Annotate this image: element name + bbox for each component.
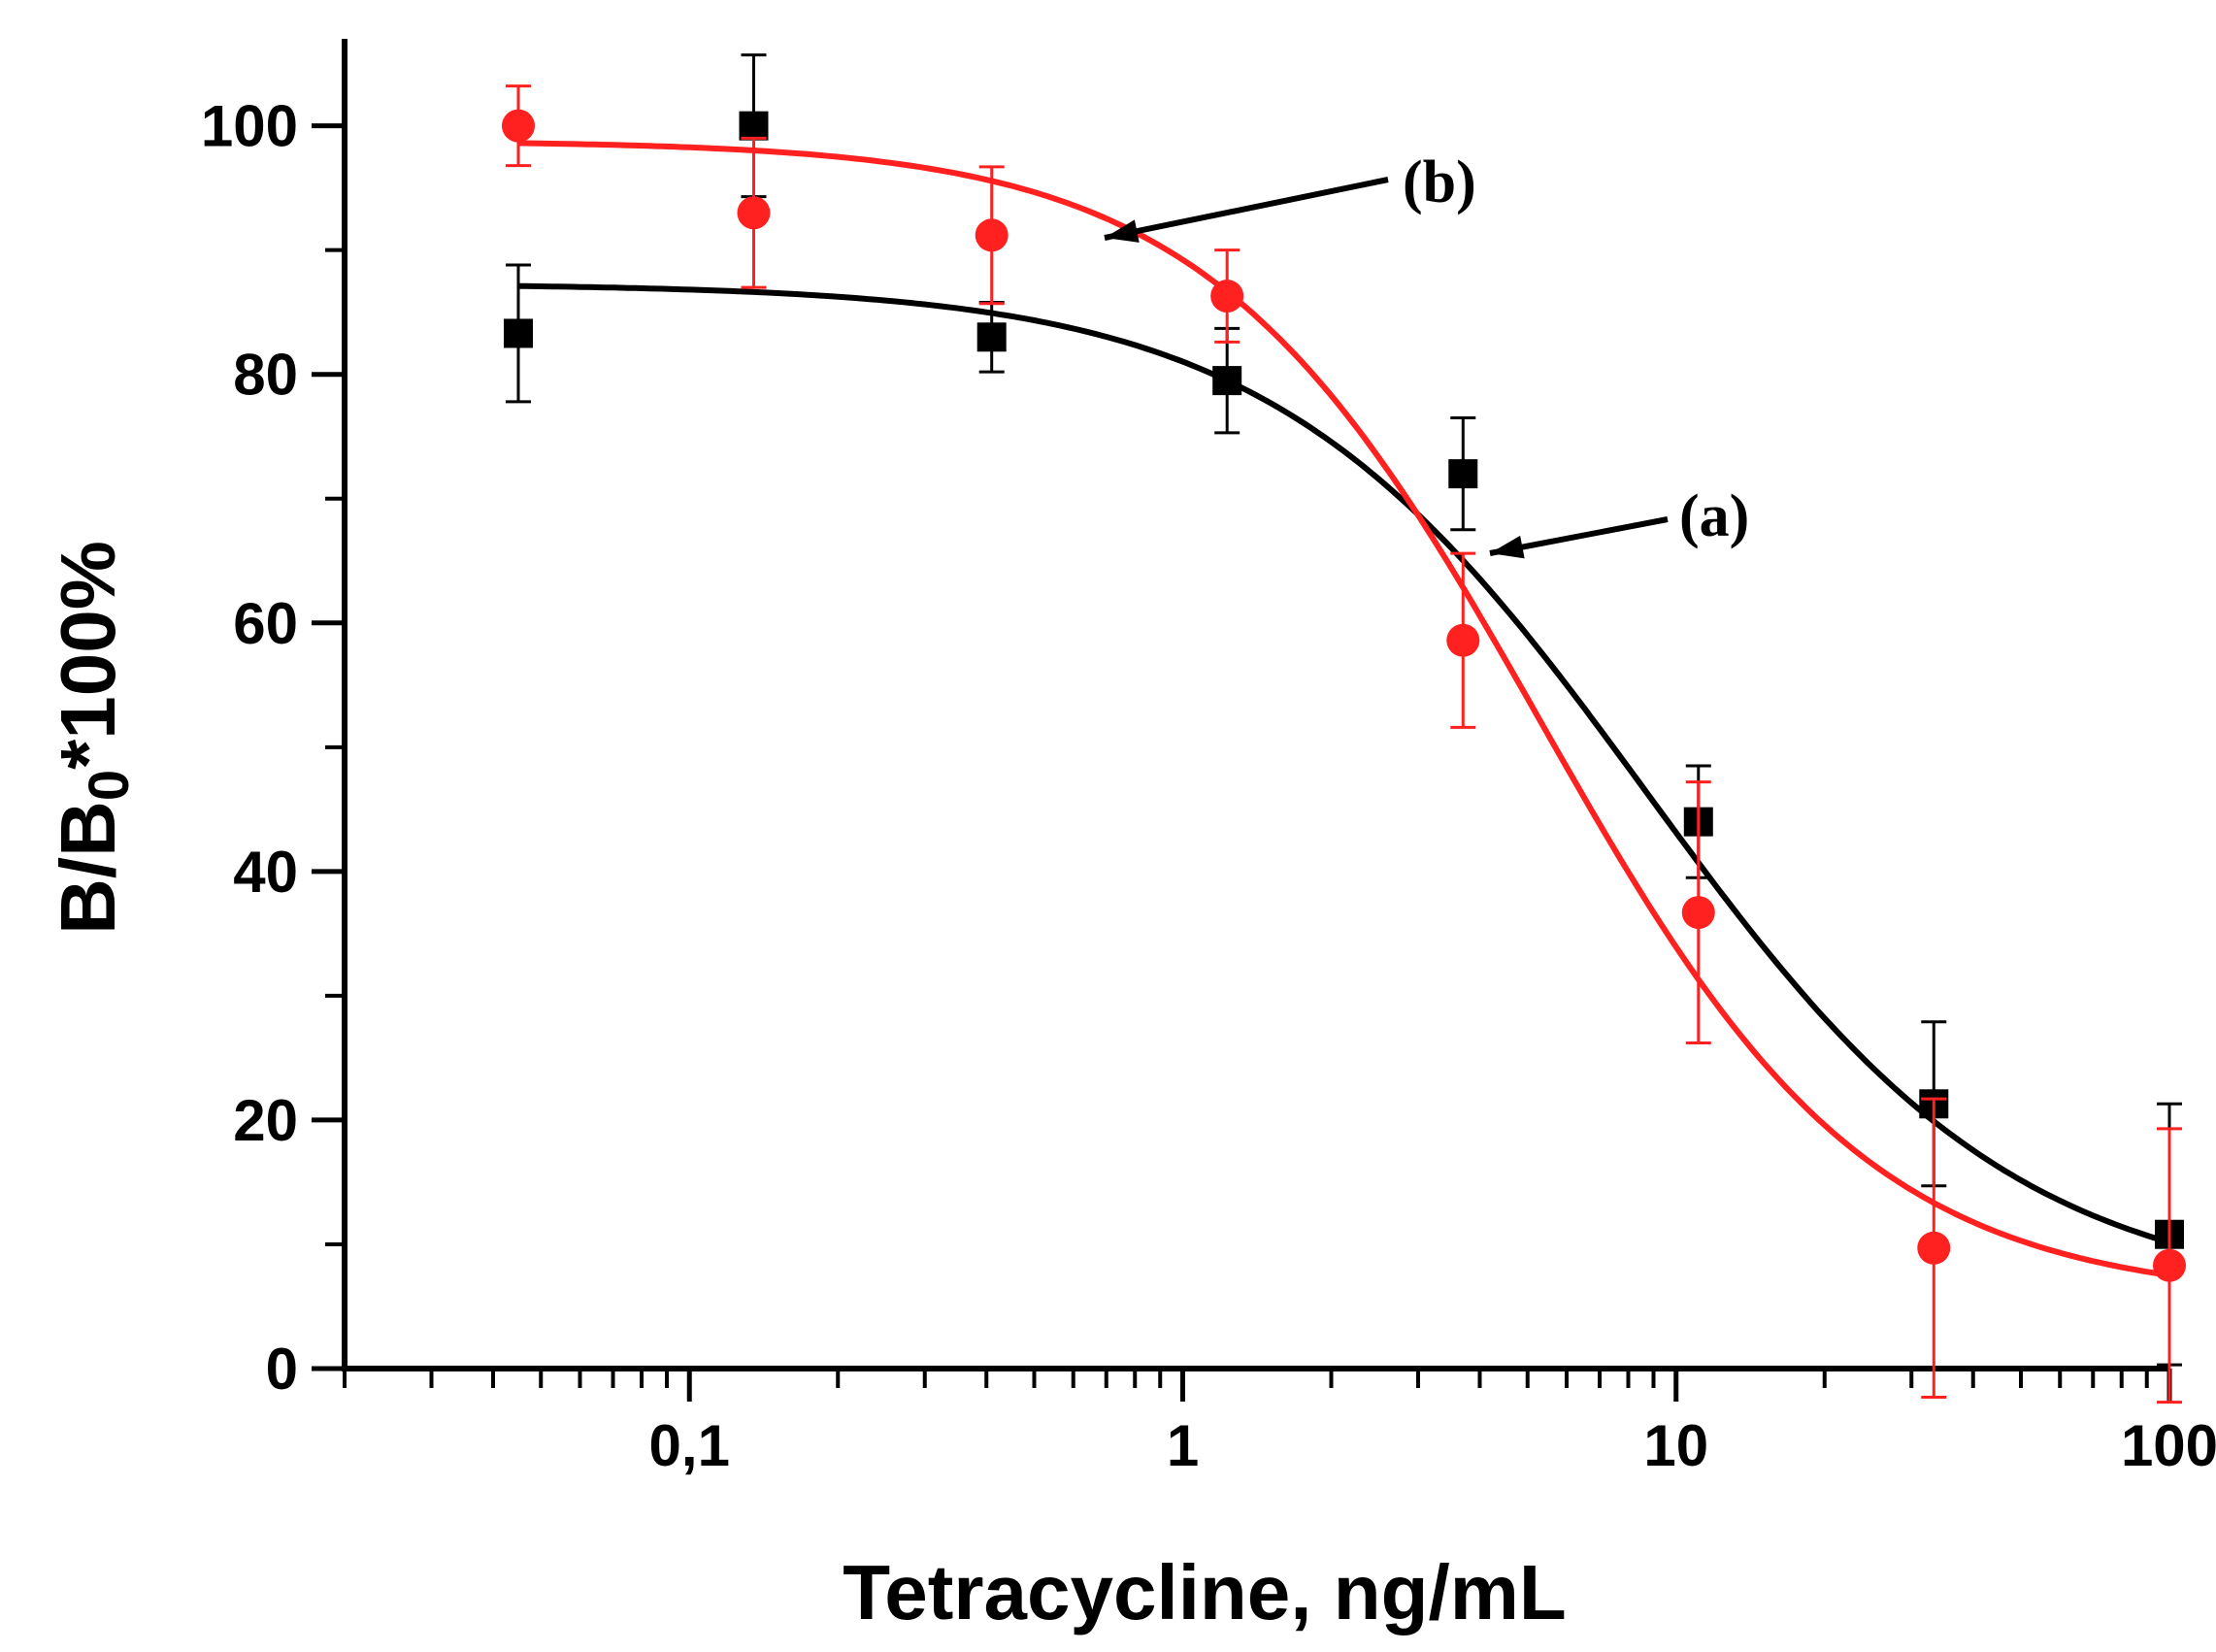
point-a: [739, 111, 769, 141]
point-b: [501, 109, 535, 143]
y-tick-label: 40: [233, 840, 298, 905]
axes: 0 20 40 60 80 100 0,1 1 10 100: [201, 39, 2216, 1478]
x-axis-title: Tetracycline, ng/mL: [843, 1549, 1566, 1635]
fit-curves: [517, 140, 2170, 1278]
y-tick-label: 0: [266, 1337, 298, 1402]
point-b: [1210, 280, 1244, 314]
x-tick-label: 0,1: [649, 1413, 730, 1478]
y-axis-title-suffix: *100%: [45, 541, 131, 770]
point-b: [1446, 623, 1480, 657]
annotation-a-arrow-head: [1490, 535, 1525, 559]
data-points: [501, 53, 2186, 1404]
point-b: [975, 218, 1009, 252]
y-axis-title-subscript: 0: [78, 770, 141, 801]
annotation-a: (a): [1679, 483, 1749, 549]
y-axis-title-main: B/B: [45, 801, 131, 935]
fit-curve-a: [517, 282, 2170, 1245]
annotations: (b) (a): [1104, 149, 1749, 559]
y-tick-label: 20: [233, 1088, 298, 1153]
annotation-b-arrow-head: [1105, 219, 1140, 243]
annotation-b-arrow: [1104, 177, 1389, 241]
point-a: [503, 318, 533, 348]
point-b: [2153, 1248, 2186, 1282]
point-a: [1212, 366, 1242, 396]
point-b: [1681, 896, 1715, 930]
x-tick-label: 10: [1643, 1413, 1708, 1478]
x-tick-label: 100: [2121, 1413, 2216, 1478]
y-tick-label: 80: [233, 343, 298, 408]
point-b: [1917, 1231, 1951, 1265]
fit-curve-b: [517, 140, 2170, 1278]
y-tick-label: 60: [233, 591, 298, 656]
point-b: [737, 196, 771, 230]
y-tick-label: 100: [201, 94, 298, 159]
y-axis-title: B/B0*100%: [45, 541, 141, 935]
x-tick-label: 1: [1167, 1413, 1199, 1478]
point-a: [976, 322, 1007, 352]
annotation-b: (b): [1403, 149, 1476, 215]
point-a: [1448, 459, 1478, 489]
